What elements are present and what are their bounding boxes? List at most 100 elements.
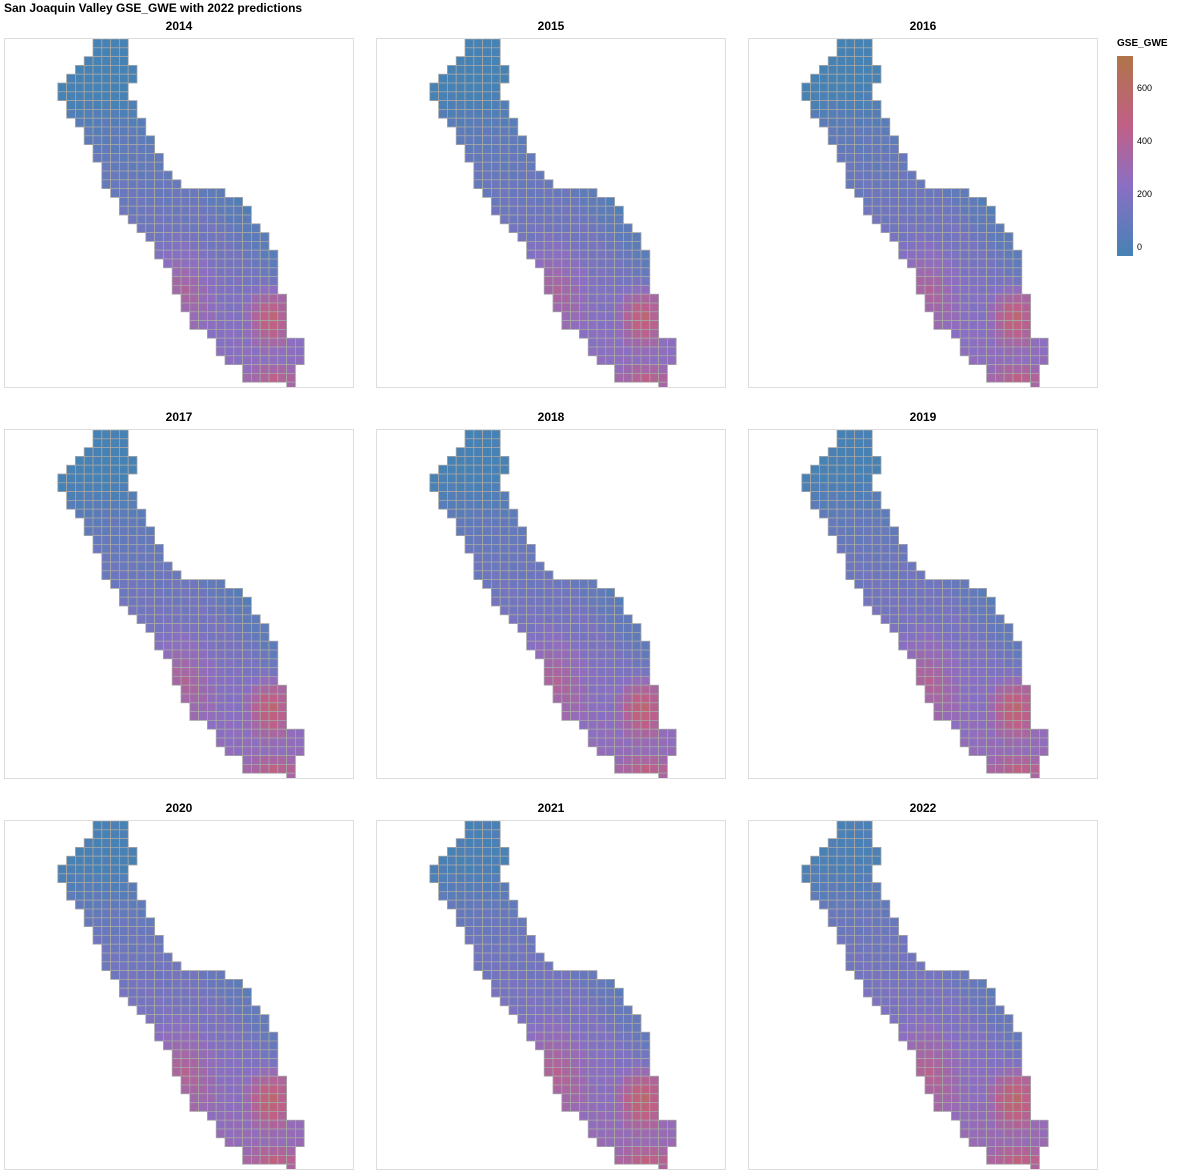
grid-cell [482, 179, 492, 190]
grid-cell [942, 1058, 952, 1068]
grid-cell [898, 640, 908, 651]
grid-cell [534, 223, 545, 234]
grid-cell [127, 117, 138, 128]
grid-cell [933, 649, 944, 660]
grid-cell [473, 535, 484, 545]
grid-cell [189, 640, 200, 651]
grid-cell [233, 355, 244, 365]
grid-cell [499, 517, 510, 528]
grid-cell [977, 337, 988, 348]
grid-cell [994, 737, 1005, 748]
grid-cell [880, 899, 891, 910]
grid-cell [189, 693, 200, 704]
grid-cell [845, 570, 856, 581]
grid-cell [127, 996, 138, 1007]
grid-cell [455, 100, 466, 110]
grid-cell [162, 579, 173, 589]
grid-cell [915, 276, 926, 286]
grid-cell [863, 882, 873, 892]
grid-cell [438, 491, 448, 501]
grid-cell [596, 302, 607, 313]
grid-cell [119, 873, 129, 883]
grid-cell [189, 711, 200, 721]
grid-cell [889, 561, 900, 572]
grid-cell [250, 1066, 261, 1077]
grid-cell [83, 482, 94, 492]
grid-cell [110, 482, 120, 492]
grid-cell [268, 746, 279, 756]
grid-cell [259, 631, 270, 642]
grid-cell [180, 1058, 191, 1068]
grid-cell [189, 320, 200, 330]
grid-cell [92, 491, 103, 501]
grid-cell [854, 908, 864, 919]
grid-cell [570, 258, 580, 269]
grid-cell [268, 711, 279, 721]
grid-cell [171, 675, 182, 686]
grid-cell [933, 214, 944, 225]
grid-cell [1030, 337, 1040, 348]
grid-cell [863, 117, 873, 128]
grid-cell [959, 188, 970, 198]
grid-cell [224, 667, 235, 677]
grid-cell [640, 1084, 651, 1095]
grid-cell [119, 899, 129, 910]
grid-cell [429, 864, 439, 875]
grid-cell [570, 631, 580, 642]
grid-cell [75, 508, 85, 519]
grid-cell [596, 1075, 607, 1086]
grid-cell [224, 214, 235, 225]
grid-cell [587, 232, 598, 242]
grid-cell [119, 100, 129, 110]
grid-cell [499, 491, 510, 501]
grid-cell [101, 73, 112, 84]
grid-cell [906, 179, 917, 190]
grid-cell [482, 64, 492, 75]
grid-cell [845, 464, 856, 475]
grid-cell [578, 196, 589, 207]
grid-cell [491, 855, 501, 866]
facet-panel: 2019 [748, 409, 1098, 779]
grid-cell [75, 891, 85, 901]
grid-cell [189, 631, 200, 642]
grid-cell [154, 240, 164, 251]
grid-cell [189, 996, 200, 1007]
grid-cell [863, 943, 873, 954]
grid-cell [950, 693, 961, 704]
grid-cell [640, 684, 651, 695]
grid-cell [127, 64, 138, 75]
grid-cell [464, 821, 475, 831]
grid-cell [640, 249, 651, 260]
grid-cell [171, 188, 182, 198]
grid-cell [942, 302, 952, 313]
grid-cell [1021, 372, 1031, 383]
grid-cell [977, 1075, 988, 1086]
grid-cell [464, 838, 475, 848]
grid-cell [845, 891, 856, 901]
grid-cell [491, 821, 501, 831]
grid-cell [561, 693, 572, 704]
grid-cell [526, 223, 536, 234]
grid-cell [162, 214, 173, 225]
grid-cell [508, 952, 519, 963]
grid-cell [508, 614, 519, 625]
grid-cell [1012, 372, 1023, 383]
grid-cell [994, 302, 1005, 313]
grid-cell [614, 214, 624, 225]
grid-cell [180, 579, 191, 589]
grid-cell [464, 491, 475, 501]
grid-cell [206, 684, 217, 695]
grid-cell [543, 614, 554, 625]
grid-cell [863, 596, 873, 607]
grid-cell [552, 684, 563, 695]
grid-cell [863, 838, 873, 848]
grid-cell [614, 267, 624, 278]
grid-cell [206, 293, 217, 304]
grid-cell [845, 517, 856, 528]
grid-cell [863, 552, 873, 563]
legend-tick-label: 200 [1137, 189, 1153, 199]
grid-cell [242, 693, 252, 704]
grid-cell [587, 302, 598, 313]
grid-cell [499, 996, 510, 1007]
grid-cell [534, 240, 545, 251]
